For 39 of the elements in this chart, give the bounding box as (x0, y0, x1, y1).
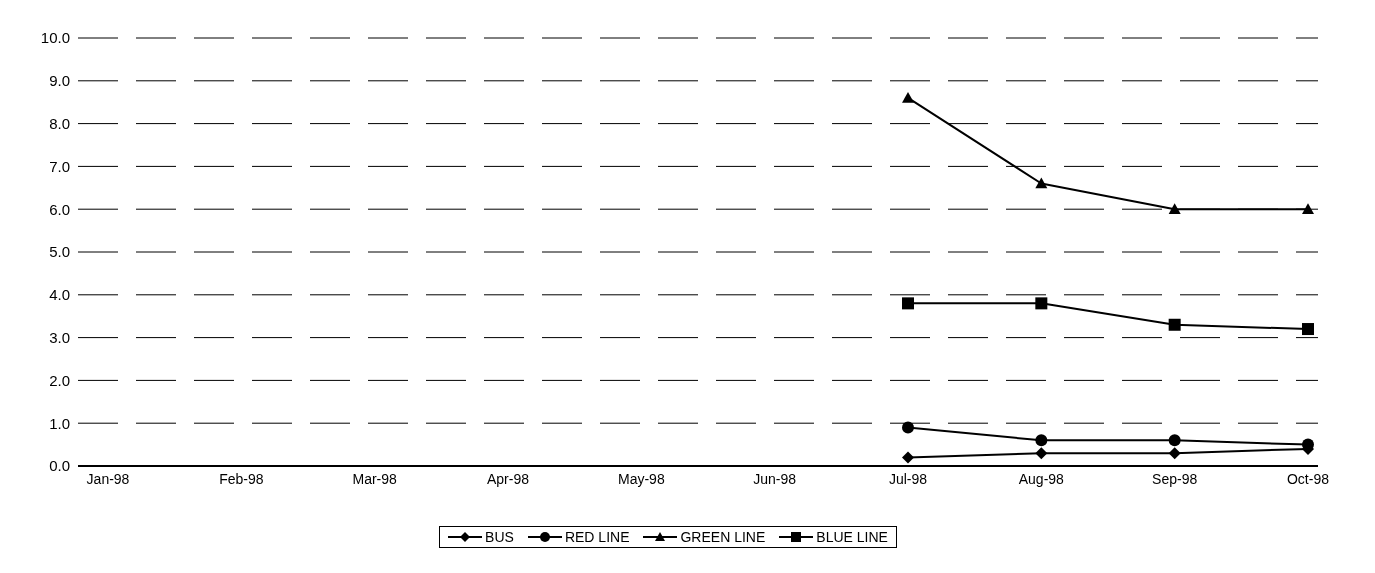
x-tick-label: May-98 (617, 470, 665, 487)
point (1168, 203, 1181, 214)
x-tick-label: Mar-98 (352, 470, 398, 487)
x-tick-label: Jan-98 (86, 470, 130, 487)
legend-label: BUS (485, 529, 514, 545)
legend-label: BLUE LINE (816, 529, 888, 545)
y-tick-label: 10.0 (40, 29, 70, 47)
x-tick-label: Jun-98 (753, 470, 797, 487)
x-tick-label: Oct-98 (1286, 470, 1330, 487)
y-tick-label: 6.0 (49, 200, 70, 218)
y-tick-label: 3.0 (49, 328, 70, 346)
legend-label: RED LINE (564, 529, 630, 545)
point (902, 421, 914, 434)
point (902, 297, 914, 310)
y-tick-label: 0.0 (49, 457, 70, 475)
x-tick-label: Feb-98 (219, 470, 264, 487)
y-tick-label: 9.0 (49, 72, 70, 90)
x-tick-label: Jul-98 (888, 470, 928, 487)
legend-label: GREEN LINE (680, 529, 766, 545)
point (902, 451, 914, 464)
y-tick-label: 5.0 (49, 243, 70, 261)
point (1035, 177, 1048, 189)
y-tick-label: 4.0 (49, 286, 70, 304)
point (1035, 447, 1048, 460)
y-tick-label: 2.0 (49, 371, 70, 389)
point (1035, 434, 1048, 447)
point (1168, 318, 1181, 331)
point (1302, 203, 1314, 214)
point (1302, 323, 1314, 336)
x-tick-label: Aug-98 (1018, 470, 1065, 487)
point (902, 91, 914, 103)
y-tick-label: 8.0 (49, 114, 70, 132)
x-tick-label: Sep-98 (1152, 470, 1198, 487)
point (1168, 434, 1181, 447)
point (1035, 297, 1048, 310)
y-tick-label: 1.0 (49, 414, 70, 432)
point (1168, 447, 1181, 460)
y-tick-label: 7.0 (49, 157, 70, 175)
x-tick-label: Apr-98 (486, 470, 530, 487)
